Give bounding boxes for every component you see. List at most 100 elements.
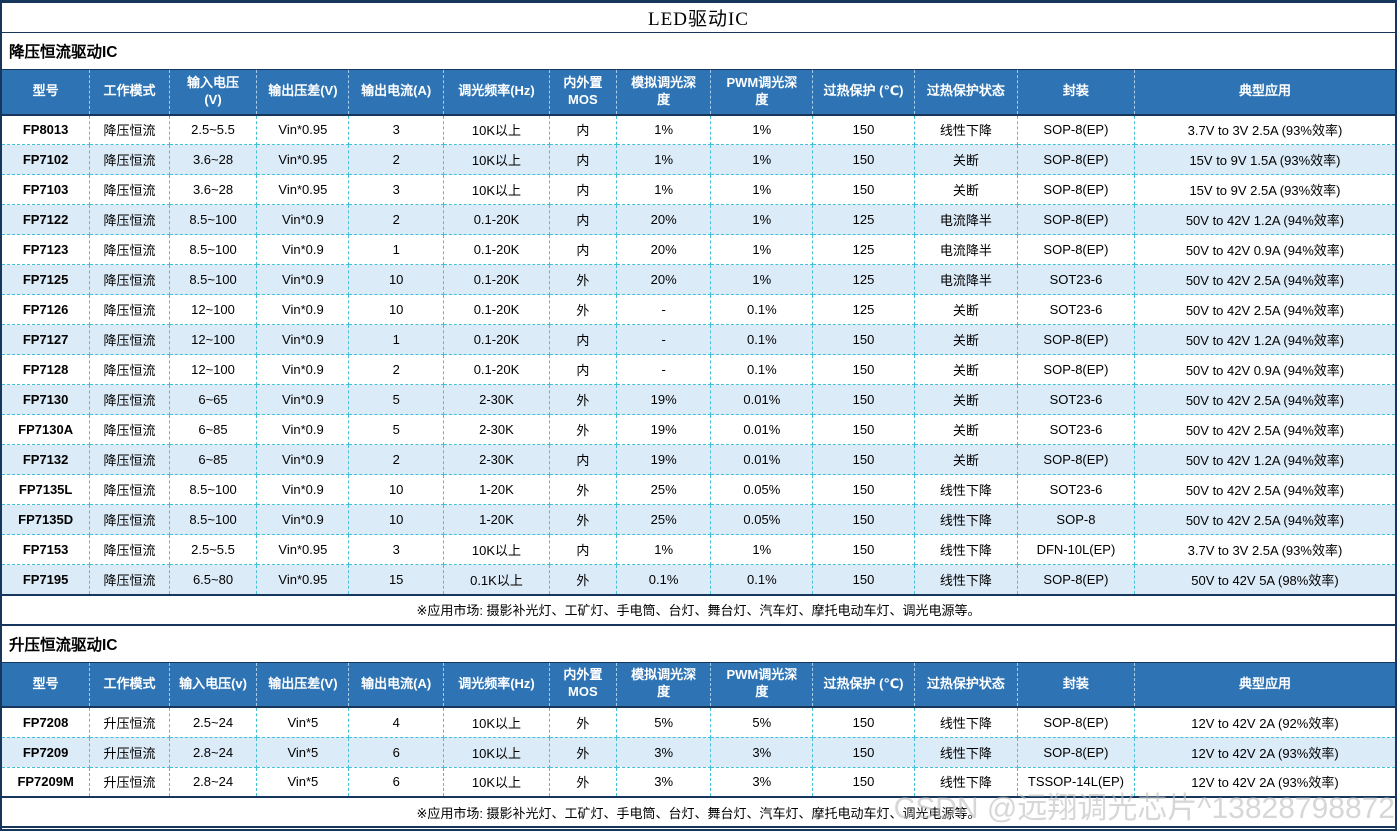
table-row: FP7127 降压恒流 12~100 Vin*0.9 1 0.1-20K 内 -0.1% 150… (2, 324, 1395, 355)
value-cell: 2.5~24 (169, 707, 258, 738)
value-cell: 0.01% (710, 414, 814, 445)
value-cell: 125 (812, 204, 915, 235)
value-cell: 内 (549, 234, 617, 265)
column-header: 内外置 MOS (549, 69, 617, 116)
value-cell: 3% (710, 737, 814, 768)
value-cell: 12~100 (169, 324, 258, 355)
value-cell: 电流降半 (914, 234, 1018, 265)
value-cell: Vin*5 (256, 767, 350, 798)
model-cell: FP7125 (2, 264, 91, 295)
column-header: 输出压差(V) (256, 69, 350, 116)
value-cell: SOP-8(EP) (1017, 737, 1135, 768)
value-cell: 0.05% (710, 474, 814, 505)
value-cell: Vin*0.9 (256, 294, 350, 325)
table-row: FP7122 降压恒流 8.5~100 Vin*0.9 2 0.1-20K 内 20% 1% 12… (2, 204, 1395, 235)
value-cell: 线性下降 (914, 504, 1018, 535)
model-cell: FP7126 (2, 294, 91, 325)
model-cell: FP8013 (2, 114, 91, 145)
column-header: 工作模式 (89, 69, 170, 116)
value-cell: 升压恒流 (89, 707, 170, 738)
value-cell: 关断 (914, 354, 1018, 385)
value-cell: 12V to 42V 2A (93%效率) (1134, 767, 1395, 798)
value-cell: 外 (549, 264, 617, 295)
value-cell: 8.5~100 (169, 504, 258, 535)
value-cell: 10K以上 (443, 114, 550, 145)
value-cell: 降压恒流 (89, 264, 170, 295)
value-cell: 外 (549, 294, 617, 325)
value-cell: - (616, 324, 712, 355)
value-cell: 内 (549, 354, 617, 385)
value-cell: 0.1-20K (443, 354, 550, 385)
column-header: 过热保护 (℃) (812, 69, 915, 116)
value-cell: 2-30K (443, 444, 550, 475)
value-cell: SOT23-6 (1017, 384, 1135, 415)
value-cell: 150 (812, 767, 915, 798)
value-cell: 线性下降 (914, 114, 1018, 145)
value-cell: 降压恒流 (89, 444, 170, 475)
model-cell: FP7102 (2, 144, 91, 175)
value-cell: 19% (616, 444, 712, 475)
model-cell: FP7209 (2, 737, 91, 768)
model-cell: FP7135L (2, 474, 91, 505)
value-cell: 19% (616, 414, 712, 445)
value-cell: 150 (812, 414, 915, 445)
model-cell: FP7130 (2, 384, 91, 415)
value-cell: 1% (710, 234, 814, 265)
value-cell: 12V to 42V 2A (93%效率) (1134, 737, 1395, 768)
value-cell: 50V to 42V 2.5A (94%效率) (1134, 294, 1395, 325)
value-cell: 线性下降 (914, 534, 1018, 565)
table-row: FP7128 降压恒流 12~100 Vin*0.9 2 0.1-20K 内 -0.1% 150… (2, 354, 1395, 385)
value-cell: 5% (616, 707, 712, 738)
value-cell: 8.5~100 (169, 474, 258, 505)
model-cell: FP7132 (2, 444, 91, 475)
value-cell: 150 (812, 737, 915, 768)
value-cell: 1% (710, 174, 814, 205)
value-cell: Vin*0.9 (256, 264, 350, 295)
value-cell: 关断 (914, 384, 1018, 415)
header-row: 型号 工作模式 输入电压 (V) 输出压差(V) 输出电流(A) 调光频率(Hz) 内外置 … (2, 69, 1395, 116)
column-header: 输出压差(V) (256, 661, 350, 708)
value-cell: 线性下降 (914, 767, 1018, 798)
column-header: 封装 (1017, 69, 1135, 116)
table-row: FP7103 降压恒流 3.6~28 Vin*0.95 3 10K以上内 1% 1% 150 关断… (2, 174, 1395, 205)
value-cell: 10 (348, 294, 445, 325)
value-cell: 电流降半 (914, 264, 1018, 295)
table-row: FP7130A 降压恒流 6~85 Vin*0.9 5 2-30K 外 19% 0.01% 150… (2, 414, 1395, 445)
value-cell: 20% (616, 234, 712, 265)
value-cell: SOP-8(EP) (1017, 354, 1135, 385)
value-cell: 1% (616, 114, 712, 145)
value-cell: 2-30K (443, 384, 550, 415)
section-heading: 降压恒流驱动IC (2, 33, 1395, 69)
value-cell: 150 (812, 444, 915, 475)
sections: 降压恒流驱动IC 型号 工作模式 输入电压 (V) 输出压差(V) 输出电流(A) 调光频率… (2, 33, 1395, 828)
model-cell: FP7153 (2, 534, 91, 565)
value-cell: Vin*5 (256, 707, 350, 738)
value-cell: 12~100 (169, 354, 258, 385)
value-cell: 降压恒流 (89, 354, 170, 385)
table-row: FP7135D 降压恒流 8.5~100 Vin*0.9 10 1-20K 外 25% 0.05… (2, 504, 1395, 535)
column-header: PWM调光深 度 (710, 69, 814, 116)
value-cell: 外 (549, 564, 617, 595)
value-cell: 降压恒流 (89, 324, 170, 355)
value-cell: - (616, 294, 712, 325)
value-cell: 关断 (914, 294, 1018, 325)
value-cell: 内 (549, 114, 617, 145)
value-cell: 50V to 42V 2.5A (94%效率) (1134, 414, 1395, 445)
value-cell: 15 (348, 564, 445, 595)
spec-table: 型号 工作模式 输入电压(v) 输出压差(V) 输出电流(A) 调光频率(Hz) 内外置 M… (2, 661, 1395, 828)
value-cell: 0.1% (710, 324, 814, 355)
value-cell: 降压恒流 (89, 534, 170, 565)
column-header: 输出电流(A) (348, 69, 445, 116)
value-cell: 0.1-20K (443, 234, 550, 265)
value-cell: 150 (812, 504, 915, 535)
applications-note: ※应用市场: 摄影补光灯、工矿灯、手电筒、台灯、舞台灯、汽车灯、摩托电动车灯、调… (2, 593, 1395, 626)
value-cell: 8.5~100 (169, 234, 258, 265)
value-cell: 15V to 9V 1.5A (93%效率) (1134, 144, 1395, 175)
value-cell: 1% (710, 264, 814, 295)
column-header: 调光频率(Hz) (443, 661, 550, 708)
value-cell: 1-20K (443, 504, 550, 535)
value-cell: 3 (348, 534, 445, 565)
value-cell: 50V to 42V 0.9A (94%效率) (1134, 234, 1395, 265)
value-cell: 外 (549, 707, 617, 738)
